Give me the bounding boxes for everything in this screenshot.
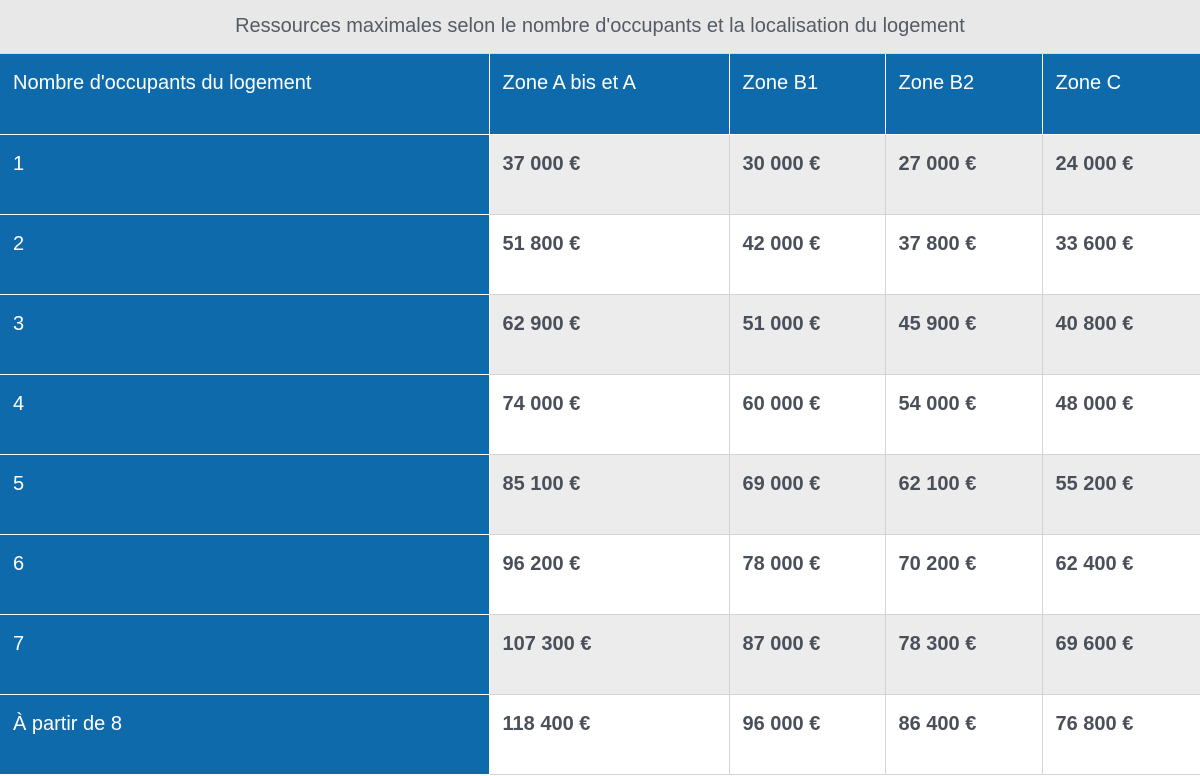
row-label: 2 [0, 214, 490, 295]
table-body: 1 37 000 € 30 000 € 27 000 € 24 000 € 2 … [0, 134, 1200, 775]
cell-zone-a-bis-a: 62 900 € [489, 294, 730, 375]
resources-table: Nombre d'occupants du logement Zone A bi… [0, 54, 1200, 775]
table-row: 1 37 000 € 30 000 € 27 000 € 24 000 € [0, 134, 1200, 215]
table-row: 6 96 200 € 78 000 € 70 200 € 62 400 € [0, 534, 1200, 615]
header-zone-c: Zone C [1042, 54, 1200, 135]
cell-zone-b2: 37 800 € [885, 214, 1043, 295]
row-label: 6 [0, 534, 490, 615]
cell-zone-b1: 42 000 € [729, 214, 886, 295]
row-label: 7 [0, 614, 490, 695]
row-label: 3 [0, 294, 490, 375]
cell-zone-c: 33 600 € [1042, 214, 1200, 295]
header-zone-b1: Zone B1 [729, 54, 886, 135]
cell-zone-b2: 27 000 € [885, 134, 1043, 215]
cell-zone-b1: 87 000 € [729, 614, 886, 695]
cell-zone-b2: 62 100 € [885, 454, 1043, 535]
cell-zone-c: 55 200 € [1042, 454, 1200, 535]
cell-zone-a-bis-a: 96 200 € [489, 534, 730, 615]
row-label: 5 [0, 454, 490, 535]
cell-zone-b2: 86 400 € [885, 694, 1043, 775]
cell-zone-b1: 60 000 € [729, 374, 886, 455]
cell-zone-c: 24 000 € [1042, 134, 1200, 215]
cell-zone-c: 48 000 € [1042, 374, 1200, 455]
cell-zone-a-bis-a: 51 800 € [489, 214, 730, 295]
row-label: 4 [0, 374, 490, 455]
cell-zone-a-bis-a: 37 000 € [489, 134, 730, 215]
table-header: Nombre d'occupants du logement Zone A bi… [0, 54, 1200, 135]
cell-zone-a-bis-a: 118 400 € [489, 694, 730, 775]
cell-zone-c: 40 800 € [1042, 294, 1200, 375]
cell-zone-b2: 45 900 € [885, 294, 1043, 375]
table-row: À partir de 8 118 400 € 96 000 € 86 400 … [0, 694, 1200, 775]
table-caption: Ressources maximales selon le nombre d'o… [0, 0, 1200, 54]
cell-zone-a-bis-a: 74 000 € [489, 374, 730, 455]
table-row: 5 85 100 € 69 000 € 62 100 € 55 200 € [0, 454, 1200, 535]
table-row: 3 62 900 € 51 000 € 45 900 € 40 800 € [0, 294, 1200, 375]
cell-zone-a-bis-a: 107 300 € [489, 614, 730, 695]
header-zone-a-bis-a: Zone A bis et A [489, 54, 730, 135]
cell-zone-b2: 78 300 € [885, 614, 1043, 695]
cell-zone-b2: 70 200 € [885, 534, 1043, 615]
cell-zone-c: 76 800 € [1042, 694, 1200, 775]
header-row: Nombre d'occupants du logement Zone A bi… [0, 54, 1200, 135]
cell-zone-b1: 96 000 € [729, 694, 886, 775]
row-label: 1 [0, 134, 490, 215]
cell-zone-c: 62 400 € [1042, 534, 1200, 615]
cell-zone-b2: 54 000 € [885, 374, 1043, 455]
cell-zone-b1: 78 000 € [729, 534, 886, 615]
table-row: 4 74 000 € 60 000 € 54 000 € 48 000 € [0, 374, 1200, 455]
header-zone-b2: Zone B2 [885, 54, 1043, 135]
cell-zone-b1: 30 000 € [729, 134, 886, 215]
header-occupants: Nombre d'occupants du logement [0, 54, 490, 135]
cell-zone-a-bis-a: 85 100 € [489, 454, 730, 535]
row-label: À partir de 8 [0, 694, 490, 775]
table-row: 2 51 800 € 42 000 € 37 800 € 33 600 € [0, 214, 1200, 295]
cell-zone-b1: 69 000 € [729, 454, 886, 535]
cell-zone-b1: 51 000 € [729, 294, 886, 375]
table-row: 7 107 300 € 87 000 € 78 300 € 69 600 € [0, 614, 1200, 695]
cell-zone-c: 69 600 € [1042, 614, 1200, 695]
